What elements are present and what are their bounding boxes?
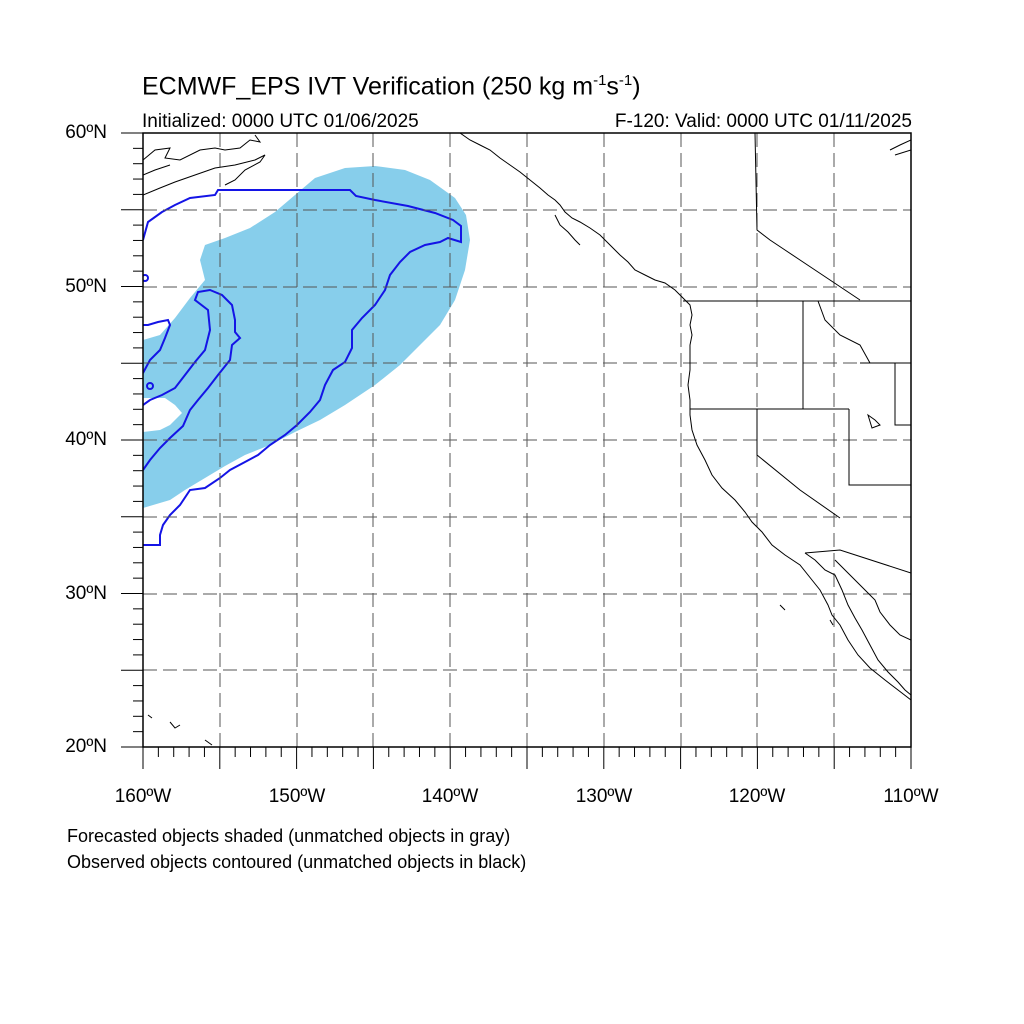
graticule [143, 133, 911, 747]
coastlines [143, 133, 911, 746]
baja-coast [804, 552, 911, 696]
forecast-object-gap [143, 398, 182, 432]
axis-ticks [121, 132, 912, 769]
legend-observed-note: Observed objects contoured (unmatched ob… [67, 852, 527, 872]
observed-contour-inner [143, 288, 242, 471]
lon-label-150w: 150ºW [268, 786, 326, 807]
map-title: ECMWF_EPS IVT Verification (250 kg m-1s-… [142, 72, 641, 101]
lat-label-60: 60ºN [65, 122, 107, 143]
lon-label-110w: 110ºW [883, 786, 939, 807]
observed-contour-dot1 [143, 274, 149, 282]
alaska-coast [143, 134, 266, 196]
observed-contour-small [143, 318, 172, 374]
border-lines [683, 300, 911, 574]
valid-time: F-120: Valid: 0000 UTC 01/11/2025 [614, 111, 912, 132]
lon-label-130w: 130ºW [575, 786, 633, 807]
lat-label-20: 20ºN [65, 736, 107, 757]
initialized-time: Initialized: 0000 UTC 01/06/2025 [142, 111, 419, 132]
observed-contour-dot2 [146, 382, 154, 390]
forecast-object [143, 166, 470, 508]
islands [147, 214, 881, 746]
lon-label-120w: 120ºW [728, 786, 786, 807]
lat-label-50: 50ºN [65, 276, 107, 297]
bc-coast [754, 133, 911, 301]
northwest-coast [459, 133, 911, 701]
legend-forecast-note: Forecasted objects shaded (unmatched obj… [67, 826, 511, 846]
lat-label-30: 30ºN [65, 583, 107, 604]
observed-contour-outer [143, 189, 462, 546]
observed-contours [143, 189, 462, 546]
plot-frame [142, 132, 912, 748]
lon-label-140w: 140ºW [421, 786, 479, 807]
lat-label-40: 40ºN [65, 429, 107, 450]
lon-label-160w: 160ºW [114, 786, 172, 807]
